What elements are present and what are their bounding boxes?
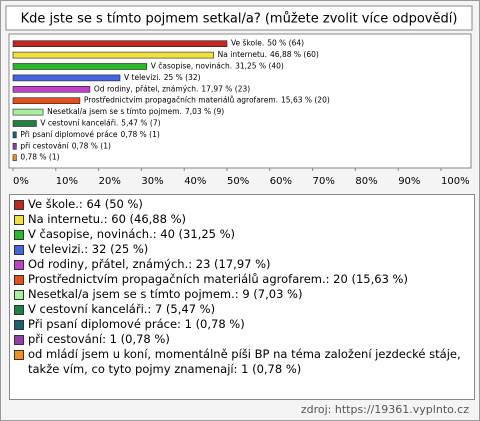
value-label: 31,25 % (40) — [235, 62, 284, 71]
legend-swatch — [14, 260, 24, 270]
legend-label: Od rodiny, přátel, známých.: 23 (17,97 %… — [28, 257, 271, 271]
legend-item: Prostřednictvím propagačních materiálů a… — [14, 272, 470, 287]
value-label: 25 % (32) — [164, 73, 201, 82]
category-label: Ve škole. — [231, 39, 264, 48]
legend-item: Na internetu.: 60 (46,88 %) — [14, 212, 470, 227]
x-tick-label: 50% — [227, 176, 249, 187]
category-label: Na internetu. — [218, 50, 267, 59]
value-label: 50 % (64) — [267, 39, 304, 48]
legend-label: Nesetkal/a jsem se s tímto pojmem.: 9 (7… — [28, 287, 303, 301]
legend-swatch — [14, 350, 24, 360]
value-label: 0,78 % (1) — [20, 153, 59, 162]
x-tick-label: 100% — [441, 176, 470, 187]
bar — [12, 108, 44, 116]
bar — [12, 120, 37, 127]
legend: Ve škole.: 64 (50 %) Na internetu.: 60 (4… — [9, 194, 475, 400]
bar — [12, 51, 214, 59]
x-tick-label: 80% — [355, 176, 377, 187]
value-label: 46,88 % (60) — [270, 50, 319, 59]
x-tick-label: 20% — [99, 176, 121, 187]
category-label: Od rodiny, přátel, známých. — [94, 84, 198, 93]
bar-label: 0,78 % (1) — [20, 153, 59, 162]
x-tick-label: 40% — [184, 176, 206, 187]
category-label: Při psaní diplomové práce — [20, 130, 118, 139]
legend-swatch — [14, 305, 24, 315]
legend-label: Prostřednictvím propagačních materiálů a… — [28, 272, 408, 286]
legend-swatch — [14, 200, 24, 210]
source: zdroj: https://19361.vyplnto.cz — [300, 403, 469, 416]
legend-item: Ve škole.: 64 (50 %) — [14, 197, 470, 212]
bar — [12, 97, 81, 104]
value-label: 0,78 % (1) — [121, 130, 160, 139]
legend-item: od mládí jsem u koní, momentálně píši BP… — [14, 347, 470, 377]
category-label: V časopise, novinách. — [151, 62, 232, 71]
bar — [12, 63, 148, 70]
category-label: Nesetkal/a jsem se s tímto pojmem. — [47, 107, 182, 116]
x-tick-label: 30% — [141, 176, 163, 187]
bar-label: V televizi. 25 % (32) — [124, 73, 201, 82]
value-label: 5,47 % (7) — [121, 119, 160, 128]
value-label: 7,03 % (9) — [185, 107, 224, 116]
legend-label: od mládí jsem u koní, momentálně píši BP… — [28, 347, 461, 376]
bar-label: V časopise, novinách. 31,25 % (40) — [151, 62, 284, 71]
bar-label: při cestování 0,78 % (1) — [20, 141, 111, 150]
legend-swatch — [14, 275, 24, 285]
category-label: Prostřednictvím propagačních materiálů a… — [84, 96, 278, 105]
bar — [12, 143, 17, 150]
category-label: V televizi. — [124, 73, 161, 82]
legend-swatch — [14, 335, 24, 345]
bar — [12, 131, 17, 139]
legend-swatch — [14, 320, 24, 330]
legend-label: Na internetu.: 60 (46,88 %) — [28, 212, 187, 226]
category-label: V cestovní kanceláři. — [40, 119, 118, 128]
bar — [12, 74, 121, 82]
bar-label: Od rodiny, přátel, známých. 17,97 % (23) — [94, 84, 250, 93]
bar — [12, 154, 17, 161]
legend-item: Nesetkal/a jsem se s tímto pojmem.: 9 (7… — [14, 287, 470, 302]
value-label: 0,78 % (1) — [72, 141, 111, 150]
bar-label: V cestovní kanceláři. 5,47 % (7) — [40, 119, 160, 128]
legend-item: V cestovní kanceláři.: 7 (5,47 %) — [14, 302, 470, 317]
category-label: při cestování — [20, 141, 69, 150]
bar-label: Na internetu. 46,88 % (60) — [218, 50, 319, 59]
legend-swatch — [14, 215, 24, 225]
chart-title: Kde jste se s tímto pojmem setkal/a? (mů… — [21, 12, 458, 27]
legend-item: V televizi.: 32 (25 %) — [14, 242, 470, 257]
legend-label: Při psaní diplomové práce: 1 (0,78 %) — [28, 317, 245, 331]
x-tick-label: 90% — [398, 176, 420, 187]
legend-item: Od rodiny, přátel, známých.: 23 (17,97 %… — [14, 257, 470, 272]
bar — [12, 40, 228, 48]
legend-label: Ve škole.: 64 (50 %) — [28, 197, 143, 211]
legend-label: V časopise, novinách.: 40 (31,25 %) — [28, 227, 236, 241]
x-tick-label: 0% — [13, 176, 29, 187]
legend-swatch — [14, 245, 24, 255]
value-label: 15,63 % (20) — [281, 96, 330, 105]
legend-swatch — [14, 230, 24, 240]
legend-item: Při psaní diplomové práce: 1 (0,78 %) — [14, 317, 470, 332]
x-tick-label: 70% — [313, 176, 335, 187]
legend-swatch — [14, 290, 24, 300]
legend-label: při cestování: 1 (0,78 %) — [28, 332, 170, 346]
legend-label: V televizi.: 32 (25 %) — [28, 242, 149, 256]
bar-label: Při psaní diplomové práce 0,78 % (1) — [20, 130, 160, 139]
x-tick-label: 60% — [270, 176, 292, 187]
bar-label: Ve škole. 50 % (64) — [231, 39, 304, 48]
x-tick-label: 10% — [56, 176, 78, 187]
legend-label: V cestovní kanceláři.: 7 (5,47 %) — [28, 302, 216, 316]
legend-item: při cestování: 1 (0,78 %) — [14, 332, 470, 347]
bar-label: Prostřednictvím propagačních materiálů a… — [84, 96, 330, 105]
bar-label: Nesetkal/a jsem se s tímto pojmem. 7,03 %… — [47, 107, 224, 116]
legend-item: V časopise, novinách.: 40 (31,25 %) — [14, 227, 470, 242]
value-label: 17,97 % (23) — [201, 84, 250, 93]
title-box — [5, 5, 473, 31]
bar — [12, 86, 91, 93]
